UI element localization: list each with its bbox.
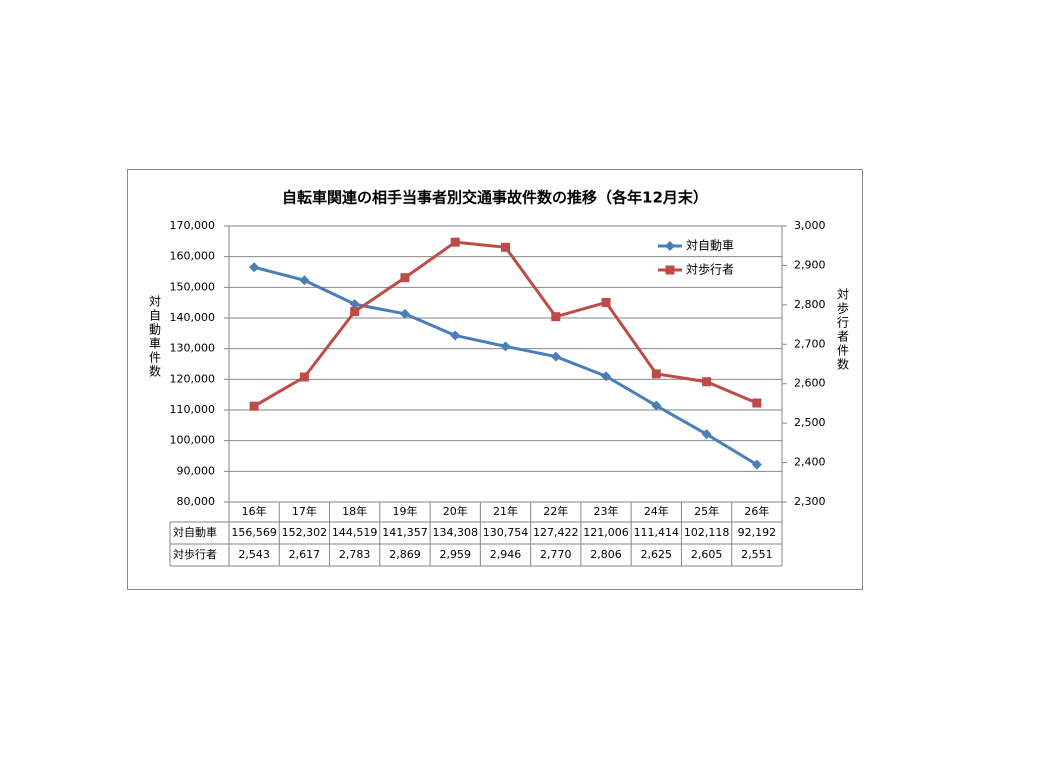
line-marker [450, 237, 460, 247]
y2-axis-title: 対歩行者件数 [836, 288, 850, 372]
x-tick-label: 23年 [594, 504, 619, 518]
table-cell: 134,308 [432, 526, 478, 539]
x-tick-label: 26年 [744, 504, 769, 518]
x-tick-label: 17年 [292, 504, 317, 518]
y-tick-label: 160,000 [170, 250, 216, 263]
y2-tick-label: 3,000 [794, 219, 826, 232]
line-marker [249, 401, 259, 411]
table-cell: 2,625 [641, 548, 673, 561]
line-marker [501, 242, 510, 252]
table-cell: 2,783 [339, 548, 371, 561]
legend-marker [665, 265, 675, 275]
line-marker [299, 372, 309, 382]
y2-tick-label: 2,800 [794, 298, 826, 311]
chart-title: 自転車関連の相手当事者別交通事故件数の推移（各年12月末） [282, 189, 708, 207]
y-tick-label: 120,000 [170, 372, 216, 385]
table-cell: 2,543 [238, 548, 270, 561]
y2-tick-label: 2,600 [794, 377, 826, 390]
table-cell: 92,192 [738, 526, 777, 539]
table-cell: 2,946 [490, 548, 522, 561]
line-marker [701, 429, 712, 440]
line-marker [551, 312, 561, 322]
table-cell: 2,806 [590, 548, 622, 561]
line-marker [399, 308, 410, 319]
table-row-header: 対歩行者 [173, 547, 217, 561]
line-marker [752, 398, 762, 408]
y-tick-label: 110,000 [170, 403, 216, 416]
table-cell: 141,357 [382, 526, 428, 539]
y2-tick-label: 2,400 [794, 456, 826, 469]
y2-tick-label: 2,300 [794, 495, 826, 508]
legend-label: 対歩行者 [686, 262, 734, 277]
line-marker [651, 400, 662, 411]
line-marker [601, 371, 612, 382]
y-tick-label: 100,000 [170, 434, 216, 447]
line-marker [651, 369, 661, 379]
x-tick-label: 19年 [392, 504, 417, 518]
line-marker [350, 307, 360, 317]
line-marker [550, 351, 561, 362]
table-cell: 152,302 [282, 526, 328, 539]
table-cell: 121,006 [583, 526, 629, 539]
x-tick-label: 24年 [644, 504, 669, 518]
table-cell: 130,754 [483, 526, 529, 539]
y-tick-label: 170,000 [170, 219, 216, 232]
line-marker [249, 262, 260, 273]
table-cell: 2,551 [741, 548, 773, 561]
line-marker [299, 275, 310, 286]
y-tick-label: 140,000 [170, 311, 216, 324]
legend-label: 対自動車 [686, 239, 734, 253]
y2-tick-label: 2,900 [794, 258, 826, 271]
table-cell: 156,569 [231, 526, 277, 539]
y-tick-label: 130,000 [170, 342, 216, 355]
line-marker [702, 377, 712, 387]
table-cell: 2,869 [389, 548, 421, 561]
table-cell: 2,605 [691, 548, 723, 561]
x-tick-label: 16年 [242, 504, 267, 518]
y-tick-label: 90,000 [177, 464, 216, 477]
line-marker [601, 297, 611, 307]
table-cell: 127,422 [533, 526, 579, 539]
x-tick-label: 18年 [342, 504, 367, 518]
table-cell: 2,770 [540, 548, 572, 561]
y-tick-label: 80,000 [177, 495, 216, 508]
y-axis-title: 対自動車件数 [148, 295, 162, 379]
y2-tick-label: 2,700 [794, 337, 826, 350]
table-cell: 102,118 [684, 526, 730, 539]
y2-tick-label: 2,500 [794, 416, 826, 429]
line-marker [751, 459, 762, 470]
line-marker [500, 341, 511, 352]
table-row-header: 対自動車 [173, 525, 217, 539]
table-cell: 111,414 [634, 526, 680, 539]
table-cell: 2,617 [289, 548, 321, 561]
line-marker [450, 330, 461, 341]
x-tick-label: 20年 [443, 504, 468, 518]
table-cell: 2,959 [439, 548, 471, 561]
line-marker [349, 299, 360, 310]
x-tick-label: 22年 [543, 504, 568, 518]
legend-marker [665, 241, 675, 251]
table-cell: 144,519 [332, 526, 378, 539]
y-tick-label: 150,000 [170, 280, 216, 293]
line-marker [400, 273, 410, 283]
x-tick-label: 25年 [694, 504, 719, 518]
x-tick-label: 21年 [493, 504, 518, 518]
